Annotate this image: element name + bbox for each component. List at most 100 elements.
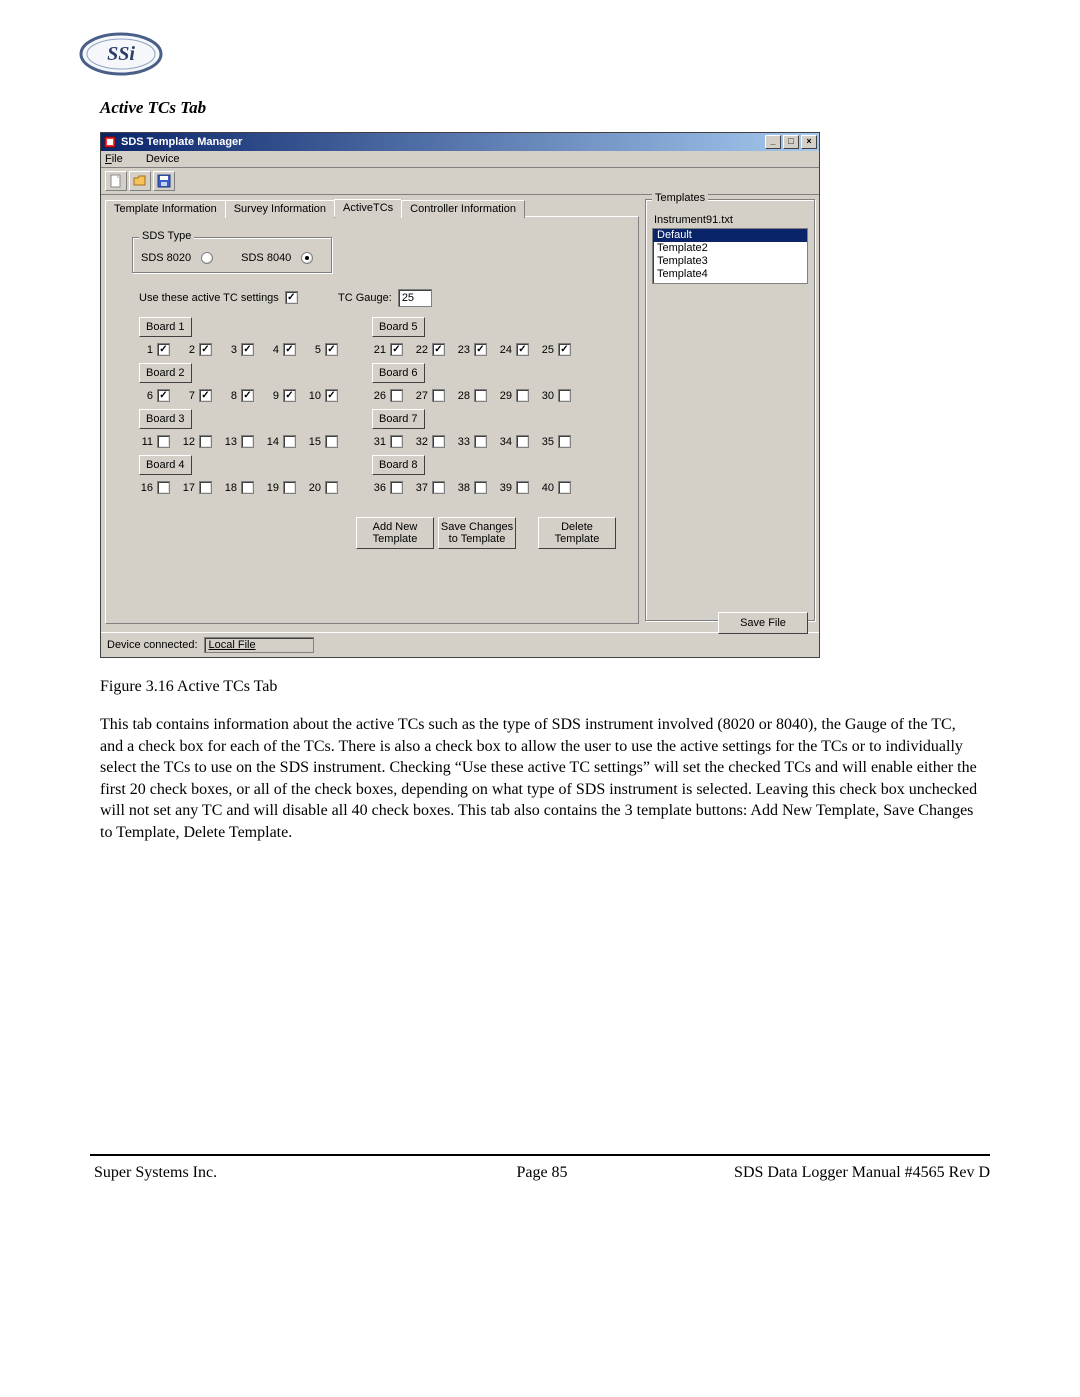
tab-active-tcs[interactable]: ActiveTCs — [334, 199, 402, 217]
tc-10-checkbox[interactable] — [325, 389, 338, 402]
tab-template-info[interactable]: Template Information — [105, 200, 226, 218]
tc-gauge-input[interactable] — [398, 289, 432, 307]
tc-39-checkbox[interactable] — [516, 481, 529, 494]
tc-22-checkbox[interactable] — [432, 343, 445, 356]
tc-35-checkbox[interactable] — [558, 435, 571, 448]
board-1-button[interactable]: Board 1 — [139, 317, 192, 337]
board-8-button[interactable]: Board 8 — [372, 455, 425, 475]
tc-27-checkbox[interactable] — [432, 389, 445, 402]
device-connected-combo[interactable]: Local File — [204, 637, 314, 653]
tc-9-checkbox[interactable] — [283, 389, 296, 402]
new-icon[interactable] — [105, 171, 127, 191]
tab-controller-info[interactable]: Controller Information — [401, 200, 525, 218]
tc-38-label: 38 — [456, 482, 470, 494]
tc-13-checkbox[interactable] — [241, 435, 254, 448]
tc-22-cell: 22 — [414, 343, 452, 356]
tc-30-label: 30 — [540, 390, 554, 402]
sds-8020-radio[interactable] — [201, 252, 213, 264]
tc-4-checkbox[interactable] — [283, 343, 296, 356]
tc-3-checkbox[interactable] — [241, 343, 254, 356]
tc-6-checkbox[interactable] — [157, 389, 170, 402]
tc-28-checkbox[interactable] — [474, 389, 487, 402]
board-2-button[interactable]: Board 2 — [139, 363, 192, 383]
sds-8040-radio[interactable] — [301, 252, 313, 264]
tc-5-checkbox[interactable] — [325, 343, 338, 356]
tc-3-cell: 3 — [223, 343, 261, 356]
tc-40-checkbox[interactable] — [558, 481, 571, 494]
tc-33-label: 33 — [456, 436, 470, 448]
tc-24-checkbox[interactable] — [516, 343, 529, 356]
template-item-2[interactable]: Template3 — [653, 255, 807, 268]
tc-29-cell: 29 — [498, 389, 536, 402]
tc-38-checkbox[interactable] — [474, 481, 487, 494]
maximize-button[interactable]: □ — [783, 135, 799, 149]
tc-23-checkbox[interactable] — [474, 343, 487, 356]
tc-29-checkbox[interactable] — [516, 389, 529, 402]
footer-center: Page 85 — [393, 1164, 692, 1182]
tab-survey-info[interactable]: Survey Information — [225, 200, 335, 218]
use-active-label: Use these active TC settings — [139, 292, 279, 304]
tc-39-label: 39 — [498, 482, 512, 494]
tc-34-label: 34 — [498, 436, 512, 448]
tc-17-checkbox[interactable] — [199, 481, 212, 494]
tc-21-label: 21 — [372, 344, 386, 356]
tc-34-cell: 34 — [498, 435, 536, 448]
app-window: SDS Template Manager _ □ × File Device T… — [100, 132, 820, 658]
tc-28-label: 28 — [456, 390, 470, 402]
add-template-button[interactable]: Add New Template — [356, 517, 434, 549]
tc-18-checkbox[interactable] — [241, 481, 254, 494]
tc-12-label: 12 — [181, 436, 195, 448]
tc-21-checkbox[interactable] — [390, 343, 403, 356]
save-template-button[interactable]: Save Changes to Template — [438, 517, 516, 549]
tc-18-label: 18 — [223, 482, 237, 494]
tc-1-checkbox[interactable] — [157, 343, 170, 356]
minimize-button[interactable]: _ — [765, 135, 781, 149]
tc-36-checkbox[interactable] — [390, 481, 403, 494]
tc-10-label: 10 — [307, 390, 321, 402]
tc-12-checkbox[interactable] — [199, 435, 212, 448]
toolbar — [101, 168, 819, 195]
board-7-button[interactable]: Board 7 — [372, 409, 425, 429]
tc-37-label: 37 — [414, 482, 428, 494]
tc-19-checkbox[interactable] — [283, 481, 296, 494]
tc-11-checkbox[interactable] — [157, 435, 170, 448]
board-6-button[interactable]: Board 6 — [372, 363, 425, 383]
board-4-button[interactable]: Board 4 — [139, 455, 192, 475]
tc-2-checkbox[interactable] — [199, 343, 212, 356]
tc-31-checkbox[interactable] — [390, 435, 403, 448]
board-3-button[interactable]: Board 3 — [139, 409, 192, 429]
tc-4-label: 4 — [265, 344, 279, 356]
board-5-button[interactable]: Board 5 — [372, 317, 425, 337]
tc-37-checkbox[interactable] — [432, 481, 445, 494]
tc-34-checkbox[interactable] — [516, 435, 529, 448]
page-footer: Super Systems Inc. Page 85 SDS Data Logg… — [90, 1164, 990, 1182]
tc-14-checkbox[interactable] — [283, 435, 296, 448]
tc-33-checkbox[interactable] — [474, 435, 487, 448]
tc-8-checkbox[interactable] — [241, 389, 254, 402]
tc-16-checkbox[interactable] — [157, 481, 170, 494]
tc-20-checkbox[interactable] — [325, 481, 338, 494]
template-item-3[interactable]: Template4 — [653, 268, 807, 281]
tc-15-checkbox[interactable] — [325, 435, 338, 448]
templates-group: Templates Instrument91.txt DefaultTempla… — [645, 199, 815, 621]
menu-device[interactable]: Device — [146, 153, 180, 165]
tc-30-checkbox[interactable] — [558, 389, 571, 402]
save-icon[interactable] — [153, 171, 175, 191]
tc-19-cell: 19 — [265, 481, 303, 494]
menu-file[interactable]: File — [105, 153, 133, 165]
save-file-button[interactable]: Save File — [718, 612, 808, 634]
templates-list[interactable]: DefaultTemplate2Template3Template4 — [652, 228, 808, 284]
delete-template-button[interactable]: Delete Template — [538, 517, 616, 549]
tc-25-checkbox[interactable] — [558, 343, 571, 356]
use-active-checkbox[interactable] — [285, 291, 298, 304]
tc-5-cell: 5 — [307, 343, 345, 356]
open-icon[interactable] — [129, 171, 151, 191]
template-item-1[interactable]: Template2 — [653, 242, 807, 255]
tc-32-checkbox[interactable] — [432, 435, 445, 448]
tc-7-checkbox[interactable] — [199, 389, 212, 402]
tc-26-cell: 26 — [372, 389, 410, 402]
template-item-0[interactable]: Default — [653, 229, 807, 242]
close-button[interactable]: × — [801, 135, 817, 149]
tc-26-checkbox[interactable] — [390, 389, 403, 402]
tc-7-label: 7 — [181, 390, 195, 402]
